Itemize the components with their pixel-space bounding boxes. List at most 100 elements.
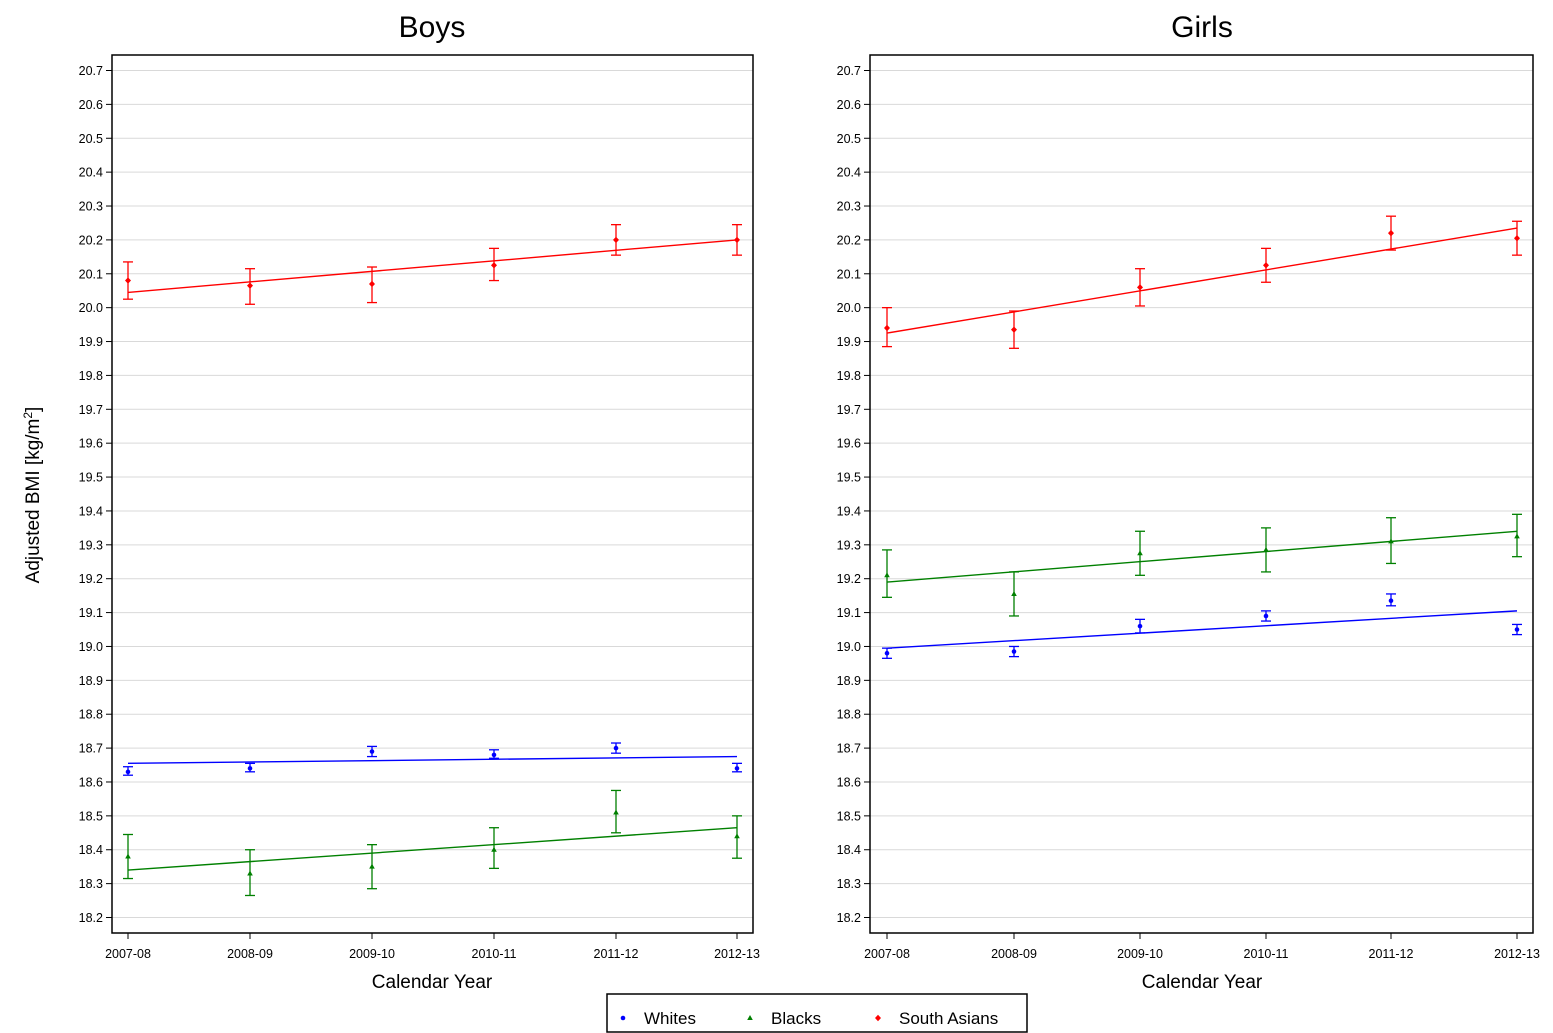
y-tick-label: 18.2 (837, 911, 861, 925)
y-tick-label: 18.3 (837, 877, 861, 891)
data-point (1011, 326, 1017, 333)
x-tick-label: 2011-12 (594, 947, 639, 961)
series-blacks (882, 513, 1522, 617)
y-tick-label: 19.4 (79, 504, 103, 518)
y-tick-label: 18.6 (79, 775, 103, 789)
y-tick-label: 19.7 (837, 403, 861, 417)
legend-item-whites: Whites (620, 1009, 696, 1028)
y-tick-label: 19.5 (837, 471, 861, 485)
panel-title: Girls (1171, 11, 1233, 44)
y-tick-label: 20.2 (837, 233, 861, 247)
legend-label: South Asians (899, 1009, 998, 1028)
y-tick-label: 20.5 (837, 132, 861, 146)
data-point (125, 853, 131, 859)
panels-layer: 18.2 18.3 18.4 18.5 18.6 18.7 18.8 18.9 19.0 19.1… (79, 11, 1540, 993)
series-blacks (123, 789, 742, 897)
y-tick-label: 20.0 (79, 301, 103, 315)
y-tick-label: 19.1 (837, 606, 861, 620)
y-tick-label: 19.8 (837, 369, 861, 383)
legend-marker (747, 1015, 753, 1020)
x-tick-label: 2007-08 (864, 947, 910, 961)
series-south-asians (123, 224, 742, 305)
y-tick-label: 20.6 (79, 98, 103, 112)
y-axis-title: Adjusted BMI [kg/m2] (21, 407, 44, 584)
y-tick-label: 18.9 (79, 674, 103, 688)
x-tick-label: 2010-11 (1244, 947, 1289, 961)
data-point (1137, 284, 1143, 291)
panel-boys: 18.2 18.3 18.4 18.5 18.6 18.7 18.8 18.9 19.0 19.1… (79, 11, 760, 993)
y-tick-label: 20.1 (79, 267, 103, 281)
data-point (247, 282, 253, 289)
y-tick-label: 19.7 (79, 403, 103, 417)
legend-label: Blacks (771, 1009, 821, 1028)
y-tick-label: 18.4 (79, 843, 103, 857)
y-tick-label: 18.6 (837, 775, 861, 789)
y-tick-label: 19.0 (837, 640, 861, 654)
data-point (1514, 627, 1520, 632)
data-point (369, 749, 375, 754)
x-tick-label: 2009-10 (1117, 947, 1163, 961)
data-point (491, 752, 497, 758)
data-point (369, 280, 375, 288)
data-point (1137, 623, 1143, 629)
y-tick-label: 19.1 (79, 606, 103, 620)
data-point (734, 766, 740, 771)
y-tick-label: 20.7 (837, 64, 861, 78)
data-point (1011, 649, 1017, 654)
y-tick-label: 20.0 (837, 301, 861, 315)
y-tick-label: 18.5 (79, 809, 103, 823)
trend-line (127, 827, 738, 871)
y-tick-label: 20.2 (79, 233, 103, 247)
data-point (1263, 613, 1269, 619)
legend-label: Whites (644, 1009, 696, 1028)
data-point (1011, 590, 1017, 596)
x-tick-label: 2012-13 (714, 947, 760, 961)
y-tick-label: 19.2 (79, 572, 103, 586)
y-tick-label: 18.7 (79, 742, 103, 756)
y-tick-label: 19.0 (79, 640, 103, 654)
y-tick-label: 18.7 (837, 742, 861, 756)
y-tick-label: 19.8 (79, 369, 103, 383)
plot-frame (869, 54, 1534, 934)
data-point (884, 572, 890, 578)
plot-frame (111, 54, 754, 934)
data-point (613, 745, 619, 751)
data-point (1514, 235, 1520, 242)
y-tick-label: 19.3 (79, 538, 103, 552)
data-point (884, 324, 890, 332)
y-tick-label: 20.6 (837, 98, 861, 112)
data-point (247, 766, 253, 771)
y-tick-label: 20.4 (837, 166, 861, 180)
x-axis-title: Calendar Year (372, 972, 493, 993)
y-tick-label: 19.6 (79, 437, 103, 451)
data-point (491, 262, 497, 269)
x-tick-label: 2011-12 (1369, 947, 1414, 961)
data-point (1388, 598, 1394, 604)
legend-box (606, 993, 1028, 1033)
panel-title: Boys (399, 11, 466, 44)
data-point (734, 236, 740, 244)
y-tick-label: 20.1 (837, 267, 861, 281)
y-tick-label: 20.5 (79, 132, 103, 146)
legend-item-blacks: Blacks (747, 1009, 821, 1028)
y-tick-label: 19.2 (837, 572, 861, 586)
x-tick-label: 2008-09 (227, 947, 273, 961)
trend-line (886, 610, 1518, 649)
series-whites (882, 593, 1522, 659)
x-tick-label: 2012-13 (1494, 947, 1540, 961)
data-point (884, 650, 890, 656)
legend: Whites Blacks South Asians (606, 993, 1028, 1033)
x-tick-label: 2007-08 (105, 947, 151, 961)
data-point (369, 863, 375, 869)
data-point (247, 870, 253, 876)
data-point (125, 769, 131, 775)
data-point (613, 809, 619, 815)
y-tick-label: 18.8 (837, 708, 861, 722)
data-point (613, 236, 619, 244)
data-point (491, 846, 497, 852)
y-tick-label: 18.3 (79, 877, 103, 891)
trend-line (886, 530, 1518, 583)
y-tick-label: 19.6 (837, 437, 861, 451)
x-tick-label: 2009-10 (349, 947, 395, 961)
